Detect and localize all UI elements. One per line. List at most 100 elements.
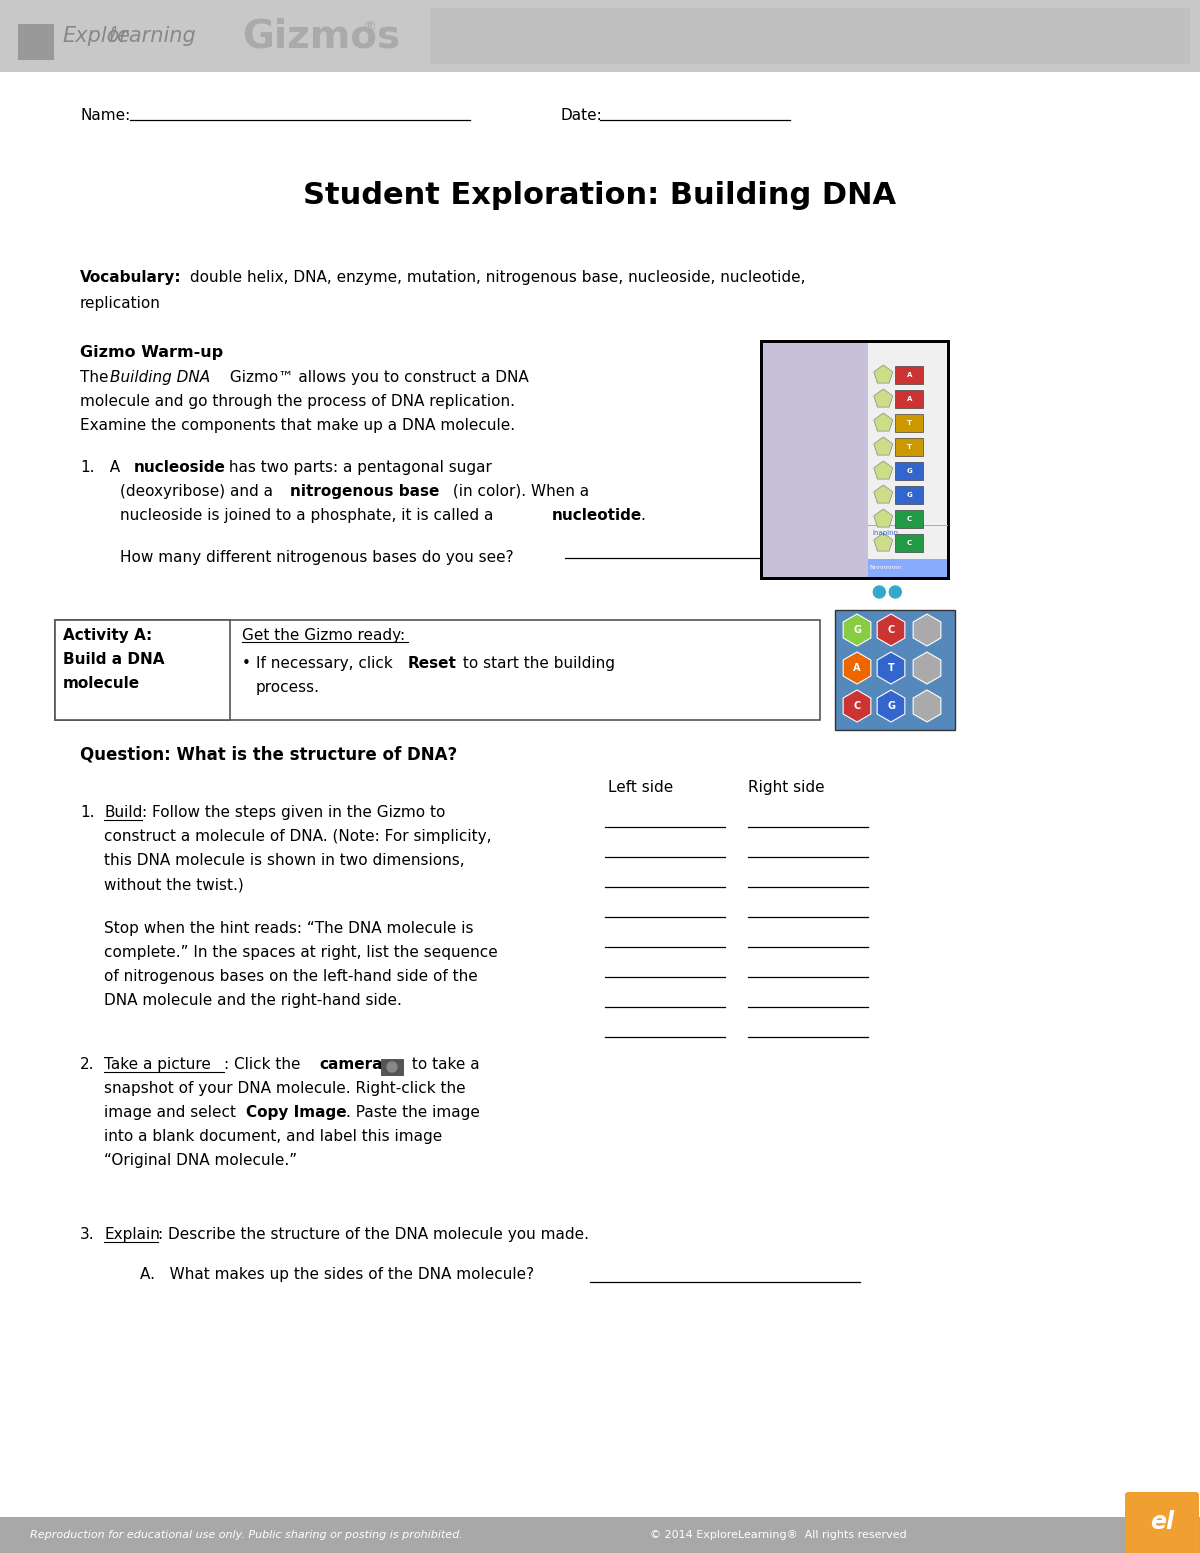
Text: Stop when the hint reads: “The DNA molecule is: Stop when the hint reads: “The DNA molec… bbox=[104, 921, 474, 936]
Text: Gizmo™ allows you to construct a DNA: Gizmo™ allows you to construct a DNA bbox=[226, 370, 529, 385]
Text: C: C bbox=[853, 700, 860, 711]
Text: C: C bbox=[907, 516, 912, 522]
Text: Nnnnnnnn: Nnnnnnnn bbox=[870, 565, 902, 570]
Text: T: T bbox=[888, 663, 894, 672]
Text: C: C bbox=[887, 624, 895, 635]
Text: earning: earning bbox=[116, 26, 196, 47]
Bar bbox=[835, 610, 955, 730]
Circle shape bbox=[386, 1062, 397, 1072]
Circle shape bbox=[874, 585, 886, 598]
Text: Examine the components that make up a DNA molecule.: Examine the components that make up a DN… bbox=[80, 418, 515, 433]
Text: el: el bbox=[1150, 1510, 1174, 1534]
Text: nucleoside: nucleoside bbox=[134, 460, 226, 475]
Text: The: The bbox=[80, 370, 113, 385]
Text: to start the building: to start the building bbox=[458, 655, 616, 671]
Text: Build a DNA: Build a DNA bbox=[64, 652, 164, 666]
Text: If necessary, click: If necessary, click bbox=[256, 655, 397, 671]
Text: Vocabulary:: Vocabulary: bbox=[80, 270, 181, 286]
Bar bbox=[895, 367, 923, 384]
Text: this DNA molecule is shown in two dimensions,: this DNA molecule is shown in two dimens… bbox=[104, 853, 464, 868]
Text: 3.: 3. bbox=[80, 1227, 95, 1242]
Text: Building DNA: Building DNA bbox=[110, 370, 210, 385]
Text: T: T bbox=[907, 444, 912, 450]
Bar bbox=[895, 438, 923, 457]
Bar bbox=[895, 390, 923, 408]
Text: Take a picture: Take a picture bbox=[104, 1058, 211, 1072]
Text: G: G bbox=[887, 700, 895, 711]
Text: Reproduction for educational use only. Public sharing or posting is prohibited.: Reproduction for educational use only. P… bbox=[30, 1530, 463, 1541]
Text: Build: Build bbox=[104, 804, 143, 820]
Text: : Click the: : Click the bbox=[224, 1058, 305, 1072]
Text: C: C bbox=[907, 540, 912, 547]
Text: replication: replication bbox=[80, 297, 161, 311]
Text: camera: camera bbox=[319, 1058, 383, 1072]
Text: .: . bbox=[640, 508, 644, 523]
Text: Date:: Date: bbox=[560, 107, 601, 123]
Text: construct a molecule of DNA. (Note: For simplicity,: construct a molecule of DNA. (Note: For … bbox=[104, 829, 492, 843]
Text: Gizmos: Gizmos bbox=[242, 17, 400, 54]
Text: nitrogenous base: nitrogenous base bbox=[290, 485, 439, 499]
Text: of nitrogenous bases on the left-hand side of the: of nitrogenous bases on the left-hand si… bbox=[104, 969, 478, 985]
Bar bbox=[760, 340, 950, 579]
Text: without the twist.): without the twist.) bbox=[104, 877, 244, 891]
Text: Explor: Explor bbox=[62, 26, 128, 47]
Text: Activity A:: Activity A: bbox=[64, 627, 152, 643]
Text: How many different nitrogenous bases do you see?: How many different nitrogenous bases do … bbox=[120, 550, 514, 565]
Text: A: A bbox=[853, 663, 860, 672]
Text: DNA molecule and the right-hand side.: DNA molecule and the right-hand side. bbox=[104, 992, 402, 1008]
Text: 2.: 2. bbox=[80, 1058, 95, 1072]
Text: Copy Image: Copy Image bbox=[246, 1106, 347, 1120]
Bar bbox=[895, 486, 923, 505]
Text: : Follow the steps given in the Gizmo to: : Follow the steps given in the Gizmo to bbox=[142, 804, 445, 820]
Text: Gizmo Warm-up: Gizmo Warm-up bbox=[80, 345, 223, 360]
Text: T: T bbox=[907, 419, 912, 426]
Bar bbox=[0, 1517, 1200, 1553]
Text: : Describe the structure of the DNA molecule you made.: : Describe the structure of the DNA mole… bbox=[158, 1227, 589, 1242]
Bar bbox=[0, 0, 1200, 71]
Text: G: G bbox=[906, 467, 912, 474]
Text: A.   What makes up the sides of the DNA molecule?: A. What makes up the sides of the DNA mo… bbox=[140, 1267, 534, 1281]
Bar bbox=[868, 343, 947, 578]
Text: Inapinn: Inapinn bbox=[872, 530, 899, 536]
Text: Right side: Right side bbox=[748, 780, 824, 795]
Text: 1.: 1. bbox=[80, 804, 95, 820]
Text: complete.” In the spaces at right, list the sequence: complete.” In the spaces at right, list … bbox=[104, 944, 498, 960]
Bar bbox=[868, 559, 947, 578]
Bar bbox=[382, 1059, 403, 1075]
Text: . Paste the image: . Paste the image bbox=[346, 1106, 480, 1120]
Bar bbox=[895, 415, 923, 432]
Text: has two parts: a pentagonal sugar: has two parts: a pentagonal sugar bbox=[224, 460, 492, 475]
Bar bbox=[763, 343, 868, 578]
Text: Student Exploration: Building DNA: Student Exploration: Building DNA bbox=[304, 180, 896, 210]
Text: 1.: 1. bbox=[80, 460, 95, 475]
Text: nucleotide: nucleotide bbox=[552, 508, 642, 523]
Bar bbox=[895, 509, 923, 528]
Text: © 2014 ExploreLearning®  All rights reserved: © 2014 ExploreLearning® All rights reser… bbox=[650, 1530, 907, 1541]
Text: (deoxyribose) and a: (deoxyribose) and a bbox=[120, 485, 278, 499]
Text: A: A bbox=[100, 460, 125, 475]
Text: molecule and go through the process of DNA replication.: molecule and go through the process of D… bbox=[80, 394, 515, 408]
Bar bbox=[55, 620, 230, 721]
Text: snapshot of your DNA molecule. Right-click the: snapshot of your DNA molecule. Right-cli… bbox=[104, 1081, 466, 1096]
Text: (in color). When a: (in color). When a bbox=[448, 485, 589, 499]
Text: Name:: Name: bbox=[80, 107, 131, 123]
Text: nucleoside is joined to a phosphate, it is called a: nucleoside is joined to a phosphate, it … bbox=[120, 508, 498, 523]
Bar bbox=[18, 23, 54, 61]
Text: G: G bbox=[906, 492, 912, 499]
Text: image and select: image and select bbox=[104, 1106, 241, 1120]
Text: into a blank document, and label this image: into a blank document, and label this im… bbox=[104, 1129, 443, 1145]
Bar bbox=[895, 534, 923, 551]
Text: process.: process. bbox=[256, 680, 320, 696]
FancyBboxPatch shape bbox=[1126, 1492, 1199, 1553]
Text: ℓ: ℓ bbox=[108, 26, 116, 47]
Text: Reset: Reset bbox=[408, 655, 457, 671]
Text: G: G bbox=[853, 624, 862, 635]
Text: Left side: Left side bbox=[608, 780, 673, 795]
Bar bbox=[430, 8, 1190, 64]
Text: ®: ® bbox=[362, 22, 376, 36]
Text: to take a: to take a bbox=[407, 1058, 480, 1072]
Text: A: A bbox=[907, 373, 912, 377]
Text: molecule: molecule bbox=[64, 676, 140, 691]
Text: A: A bbox=[907, 396, 912, 402]
Text: Question: What is the structure of DNA?: Question: What is the structure of DNA? bbox=[80, 745, 457, 763]
